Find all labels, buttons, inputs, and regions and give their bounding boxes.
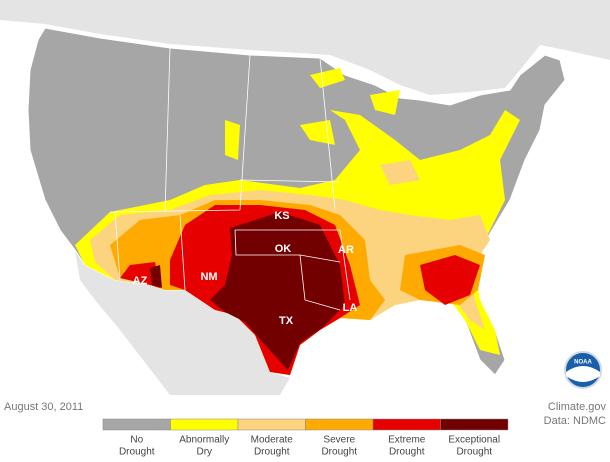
legend-label: Drought	[119, 447, 155, 458]
state-label: NM	[200, 271, 217, 283]
source: Climate.gov	[548, 401, 607, 413]
legend-label: Abnormally	[179, 435, 229, 446]
legend-label: Drought	[456, 447, 492, 458]
state-label: OK	[275, 243, 292, 255]
legend-label: Severe	[323, 435, 355, 446]
mexico	[75, 250, 290, 395]
legend-label: Drought	[389, 447, 425, 458]
legend: NoDroughtAbnormallyDryModerateDroughtSev…	[102, 418, 509, 458]
state-label: TX	[279, 315, 294, 327]
exceptional-drought	[150, 212, 345, 370]
legend-label: Drought	[254, 447, 290, 458]
legend-label: Moderate	[251, 435, 294, 446]
canada	[0, 0, 610, 95]
state-label: LA	[343, 302, 358, 314]
date: August 30, 2011	[4, 401, 83, 413]
legend-swatch	[237, 418, 306, 431]
legend-label: Drought	[321, 447, 357, 458]
legend-label: No	[130, 435, 143, 446]
legend-label: Dry	[196, 447, 212, 458]
state-borders	[109, 47, 351, 311]
state-label: AR	[338, 244, 354, 256]
state-label: AZ	[133, 275, 148, 287]
state-label: KS	[274, 210, 289, 222]
legend-swatch	[170, 418, 239, 431]
state-labels: KS OK NM AZ TX AR LA	[133, 210, 358, 327]
logo-text: NOAA	[574, 360, 592, 366]
noaa-logo: NOAA	[564, 351, 602, 389]
drought-areas	[75, 68, 520, 375]
legend-label: Extreme	[388, 435, 426, 446]
legend-swatch	[305, 418, 374, 431]
legend-swatch	[440, 418, 509, 431]
data-credit: Data: NDMC	[544, 415, 606, 427]
legend-swatch	[102, 418, 171, 431]
legend-label: Exceptional	[448, 435, 500, 446]
legend-swatch	[372, 418, 441, 431]
